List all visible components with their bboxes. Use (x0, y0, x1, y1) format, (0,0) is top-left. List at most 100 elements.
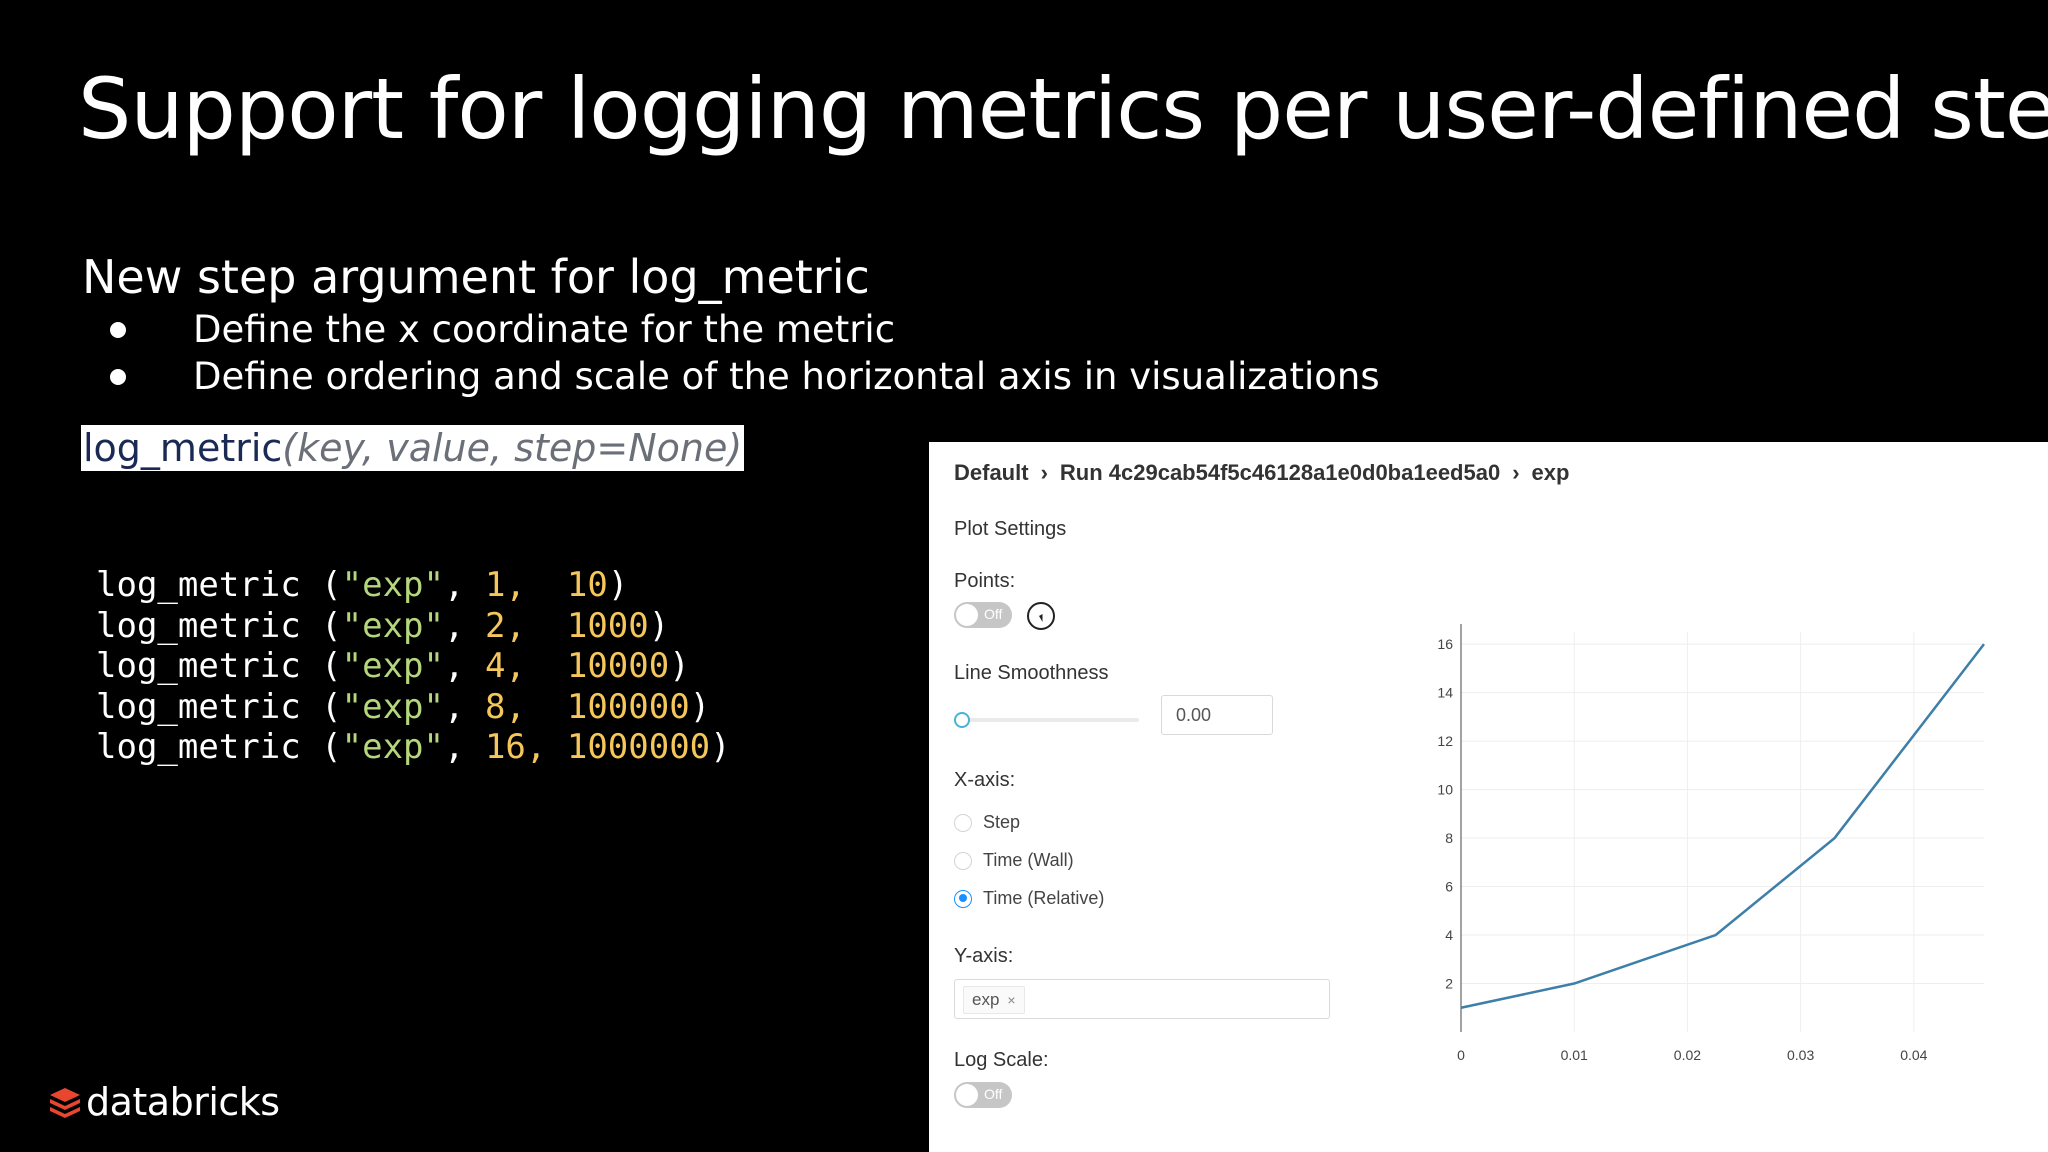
code-step: 8, (484, 686, 526, 727)
bullet-list: Define the x coordinate for the metric D… (110, 306, 1380, 400)
metric-line-chart[interactable]: 2 4 6 8 10 12 14 16 0 0.01 0.02 0.03 0.04 (1409, 622, 2009, 1092)
code-line: log_metric ("exp", 8, 100000) (96, 687, 731, 728)
series-line-exp (1460, 643, 1985, 1009)
code-value: 10 (566, 565, 608, 605)
log-scale-toggle[interactable]: Off (954, 1082, 1012, 1108)
breadcrumb-metric: exp (1531, 460, 1570, 485)
code-step: 16, (484, 727, 547, 767)
x-tick-label: 0 (1457, 1047, 1465, 1063)
code-step: 1, (484, 565, 526, 605)
bullet-item: Define ordering and scale of the horizon… (110, 353, 1380, 400)
radio-icon[interactable] (954, 851, 972, 870)
x-tick-label: 0.03 (1787, 1047, 1814, 1063)
line-smoothness-input[interactable]: 0.00 (1161, 695, 1273, 735)
code-value: 1000 (566, 605, 649, 646)
xaxis-label: X-axis: (954, 769, 1016, 791)
x-tick-label: 0.01 (1561, 1047, 1588, 1063)
yaxis-label: Y-axis: (954, 945, 1014, 967)
signature-name: log_metric (83, 426, 283, 470)
y-tick-label: 10 (1437, 782, 1453, 798)
bullet-text: Define the x coordinate for the metric (193, 308, 896, 351)
bullet-dot-icon (110, 321, 126, 338)
code-fn: log_metric ( (96, 686, 342, 727)
xaxis-option-time-wall[interactable]: Time (Wall) (954, 850, 1074, 871)
code-fn: log_metric ( (96, 727, 342, 767)
log-scale-toggle-text: Off (984, 1086, 1003, 1102)
y-tick-label: 14 (1437, 685, 1453, 701)
code-pad (546, 727, 566, 767)
slider-handle[interactable] (954, 712, 970, 728)
y-tick-label: 2 (1445, 976, 1453, 992)
slide-subtitle: New step argument for log_metric (82, 250, 870, 304)
yaxis-tag: exp × (963, 986, 1025, 1014)
code-pad (526, 687, 567, 727)
code-close: ) (669, 646, 690, 686)
toggle-knob (956, 1084, 978, 1106)
code-string: "exp" (341, 605, 444, 646)
points-toggle[interactable]: Off (954, 602, 1012, 628)
code-pad (526, 646, 567, 686)
code-fn: log_metric ( (96, 565, 342, 605)
code-line: log_metric ("exp", 1, 10) (96, 565, 731, 606)
breadcrumb-run-link[interactable]: Run 4c29cab54f5c46128a1e0d0ba1eed5a0 (1059, 460, 1501, 485)
code-step: 4, (484, 646, 526, 686)
signature-open: ( (282, 426, 298, 470)
code-close: ) (648, 605, 670, 646)
code-sep: , (444, 646, 485, 686)
function-signature: log_metric(key, value, step=None) (81, 425, 745, 471)
cursor-arrow-icon (1039, 613, 1046, 623)
x-tick-label: 0.04 (1900, 1047, 1927, 1063)
code-pad (526, 606, 567, 646)
y-tick-label: 16 (1437, 636, 1453, 652)
slide-title: Support for logging metrics per user-def… (78, 60, 2048, 158)
databricks-logo: databricks (48, 1080, 280, 1124)
code-fn: log_metric ( (96, 646, 342, 686)
signature-close: ) (727, 426, 743, 470)
close-icon[interactable]: × (1007, 992, 1016, 1008)
code-string: "exp" (341, 727, 444, 767)
points-toggle-text: Off (984, 606, 1003, 622)
code-sep: , (444, 686, 485, 727)
breadcrumb: Default › Run 4c29cab54f5c46128a1e0d0ba1… (954, 460, 1569, 486)
chevron-right-icon: › (1512, 460, 1520, 485)
bullet-item: Define the x coordinate for the metric (110, 306, 1380, 353)
radio-label: Step (983, 812, 1021, 832)
code-string: "exp" (341, 565, 444, 605)
chevron-right-icon: › (1040, 460, 1048, 485)
signature-params: key, value, step=None (297, 426, 728, 470)
breadcrumb-experiment-link[interactable]: Default (954, 460, 1029, 485)
x-tick-label: 0.02 (1674, 1047, 1701, 1063)
yaxis-select[interactable]: exp × (954, 979, 1330, 1019)
y-tick-label: 8 (1445, 830, 1453, 846)
bullet-text: Define ordering and scale of the horizon… (193, 355, 1380, 398)
metric-view-panel: Default › Run 4c29cab54f5c46128a1e0d0ba1… (929, 442, 2048, 1152)
xaxis-option-step[interactable]: Step (954, 812, 1020, 833)
code-string: "exp" (341, 686, 444, 727)
line-smoothness-slider[interactable] (959, 718, 1139, 722)
y-tick-label: 6 (1445, 879, 1453, 895)
radio-selected-icon[interactable] (954, 889, 972, 908)
code-close: ) (710, 727, 731, 767)
radio-icon[interactable] (954, 813, 972, 832)
toggle-knob (956, 604, 978, 626)
bullet-dot-icon (110, 368, 126, 385)
code-line: log_metric ("exp", 16, 1000000) (96, 727, 731, 768)
plot-settings-heading: Plot Settings (954, 518, 1067, 540)
code-step: 2, (484, 605, 526, 646)
y-tick-label: 4 (1445, 927, 1453, 943)
code-string: "exp" (341, 646, 444, 686)
code-value: 10000 (566, 646, 670, 686)
code-block: log_metric ("exp", 1, 10) log_metric ("ex… (96, 565, 731, 768)
code-pad (526, 565, 567, 605)
code-sep: , (444, 605, 485, 646)
code-value: 1000000 (566, 727, 711, 767)
code-value: 100000 (566, 686, 690, 727)
code-close: ) (689, 686, 711, 727)
code-sep: , (444, 565, 485, 605)
radio-label: Time (Relative) (983, 888, 1105, 908)
xaxis-option-time-relative[interactable]: Time (Relative) (954, 888, 1104, 909)
y-tick-label: 12 (1437, 733, 1453, 749)
code-fn: log_metric ( (96, 605, 342, 646)
brand-text: databricks (86, 1080, 280, 1124)
log-scale-label: Log Scale: (954, 1049, 1049, 1071)
